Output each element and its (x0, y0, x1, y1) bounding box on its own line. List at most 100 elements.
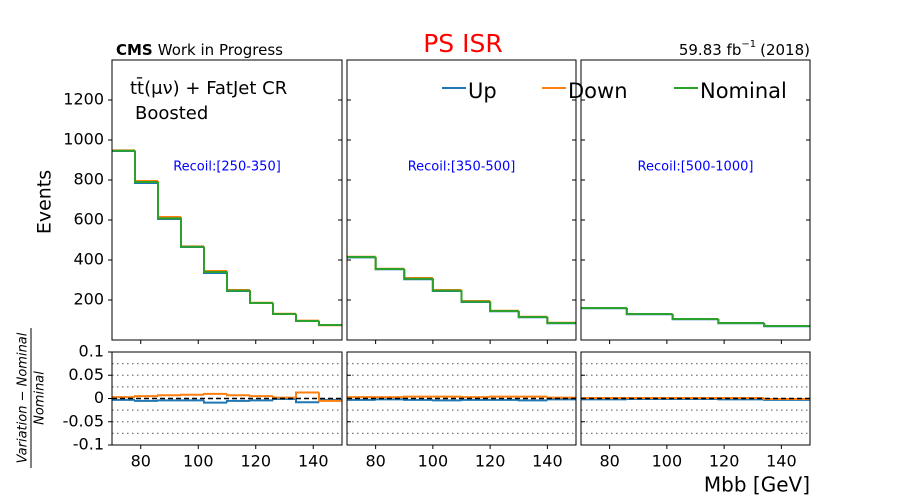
histogram-step (374, 257, 405, 271)
panel-frame (580, 59, 811, 341)
histogram-step (403, 268, 433, 279)
histogram-step (272, 303, 296, 315)
lumi: 59.83 fb (679, 41, 742, 59)
histogram-step (546, 316, 576, 324)
histogram-step (180, 217, 204, 248)
annotation: Boosted (135, 103, 208, 124)
histogram-step (180, 218, 204, 248)
y-tick-label: 1200 (63, 90, 104, 109)
ratio-y-label-denominator: Nominal (33, 371, 48, 425)
x-tick-label: 120 (709, 452, 740, 471)
x-tick-label: 120 (475, 452, 506, 471)
legend-label: Down (568, 79, 628, 103)
legend-label: Up (468, 79, 497, 103)
x-tick-label: 80 (365, 452, 385, 471)
region-label: Recoil:[350-500] (408, 160, 516, 175)
histogram-step (226, 271, 250, 291)
histogram-step (460, 290, 491, 303)
legend-label: Nominal (700, 79, 787, 103)
y-tick-label: 400 (73, 250, 104, 269)
ratio-step (134, 399, 158, 402)
histogram-step (226, 272, 250, 292)
ratio-y-tick-label: 0 (94, 388, 104, 407)
ratio-y-tick-label: -0.05 (63, 411, 104, 430)
histogram-step (249, 290, 273, 304)
histogram-step (134, 150, 158, 182)
histogram-step (203, 246, 227, 273)
x-tick-label: 120 (240, 452, 271, 471)
histogram-step (157, 183, 181, 220)
x-axis-label: Mbb [GeV] (704, 473, 810, 497)
histogram-step (517, 311, 548, 318)
experiment: CMS (116, 41, 153, 59)
ratio-y-label: Variation − Nominal Nominal (16, 328, 48, 468)
histogram-step (272, 302, 296, 315)
region-label: Recoil:[500-1000] (638, 160, 754, 175)
region-label: Recoil:[250-350] (173, 160, 281, 175)
histogram-step (249, 290, 273, 304)
x-tick-label: 100 (183, 452, 214, 471)
ratio-step (226, 399, 250, 403)
ratio-y-tick-label: 0.1 (79, 342, 104, 361)
ratio-step (763, 397, 810, 400)
histogram-step (295, 314, 319, 322)
histogram-step (249, 291, 273, 304)
x-tick-label: 100 (418, 452, 449, 471)
lumi-label: 59.83 fb−1 (2018) (679, 39, 810, 59)
histogram-step (489, 301, 519, 312)
histogram-step (318, 321, 342, 326)
chart-title: PS ISR (423, 29, 503, 58)
histogram-step (374, 257, 405, 270)
histogram-step (671, 314, 719, 320)
ratio-step (249, 395, 273, 398)
histogram-step (517, 310, 548, 318)
histogram-step (431, 278, 462, 291)
histogram-step (134, 150, 158, 183)
ratio-y-tick-label: -0.1 (73, 435, 104, 454)
histogram-step (134, 151, 158, 184)
histogram-step (157, 181, 181, 218)
experiment-label: CMS Work in Progress (116, 41, 283, 59)
histogram-step (203, 247, 227, 274)
histogram-step (226, 273, 250, 292)
histogram-step (180, 219, 204, 248)
histogram-step (203, 246, 227, 272)
x-tick-label: 140 (298, 452, 329, 471)
annotation: tt̄(μν) + FatJet CR (130, 77, 287, 99)
ratio-y-tick-label: 0.05 (68, 365, 104, 384)
x-tick-label: 100 (652, 452, 683, 471)
y-tick-label: 800 (73, 170, 104, 189)
x-tick-label: 140 (766, 452, 797, 471)
ratio-step (295, 391, 319, 398)
panel-frame (111, 59, 343, 341)
y-axis-label: Events (34, 170, 56, 234)
histogram-step (157, 182, 181, 220)
ratio-step (203, 400, 227, 404)
histogram-step (403, 269, 433, 280)
ratio-step (318, 392, 342, 402)
ratio-step (546, 396, 576, 399)
ratio-y-label-numerator: Variation − Nominal (16, 332, 31, 463)
ratio-step (157, 394, 181, 397)
ratio-step (134, 395, 158, 398)
histogram-step (374, 256, 405, 270)
histogram-step (763, 323, 810, 327)
histogram-step (295, 313, 319, 322)
ratio-step (226, 393, 250, 397)
ratio-step (203, 392, 227, 395)
x-tick-label: 80 (131, 452, 151, 471)
histogram-step (546, 317, 576, 324)
lumi-exponent: −1 (741, 39, 756, 50)
x-tick-label: 140 (532, 452, 563, 471)
x-tick-label: 80 (599, 452, 619, 471)
y-tick-label: 600 (73, 210, 104, 229)
ratio-step (295, 398, 319, 404)
ratio-step (546, 398, 576, 401)
lumi-period: (2018) (760, 41, 810, 59)
y-tick-label: 200 (73, 290, 104, 309)
ratio-step (272, 396, 296, 399)
histogram-step (625, 308, 673, 315)
y-tick-label: 1000 (63, 130, 104, 149)
experiment-note: Work in Progress (158, 41, 283, 59)
